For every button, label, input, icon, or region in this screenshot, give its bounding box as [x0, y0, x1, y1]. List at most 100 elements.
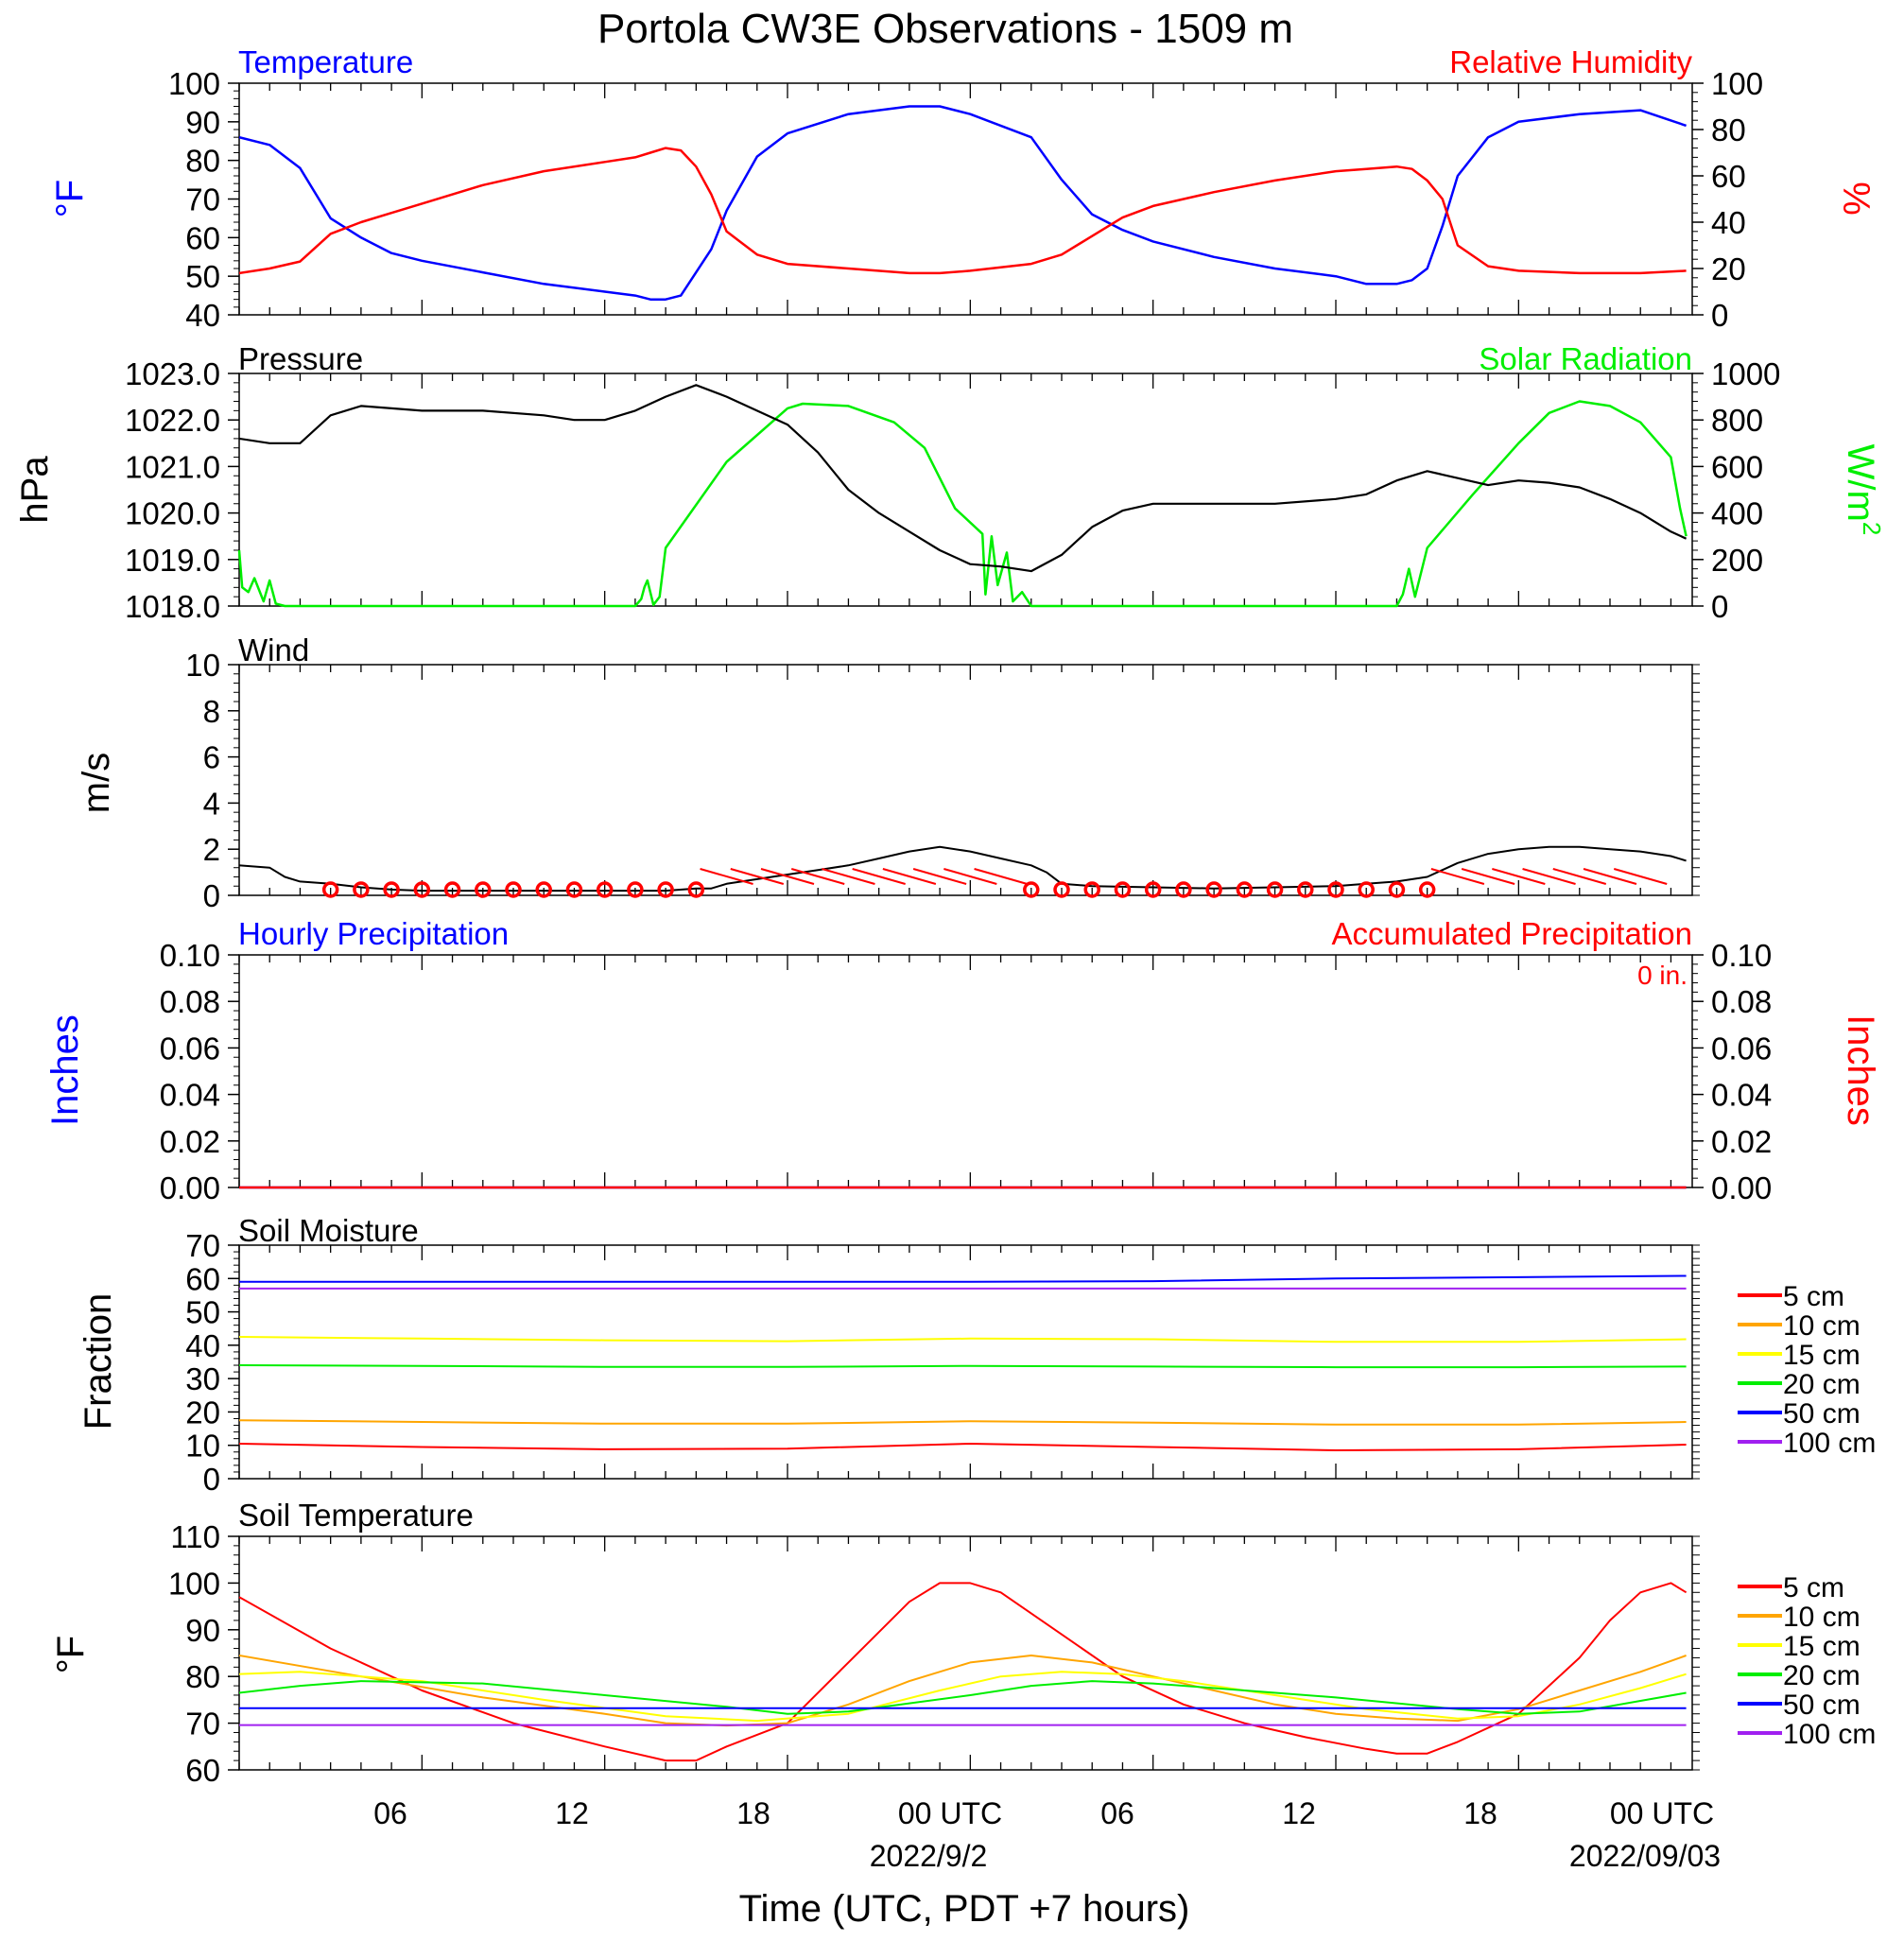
- y-tick-label-accum-precip: 0.08: [1711, 984, 1772, 1019]
- panel-title-hourly-precipitation: Hourly Precipitation: [238, 916, 509, 951]
- wind-barb-calm: [443, 881, 461, 898]
- soil-temperature-line: [238, 1655, 1687, 1727]
- y-tick-label-pressure: 1023.0: [125, 356, 220, 391]
- y-tick-label-soil-temperature: 110: [170, 1519, 220, 1554]
- wind-barb: [974, 868, 1028, 885]
- wind-barb-calm: [475, 881, 492, 898]
- soil-moisture-line: [238, 1364, 1687, 1369]
- wind-barb-calm: [1114, 881, 1132, 898]
- wind-barb-calm: [1144, 881, 1162, 898]
- pressure-axis-label: hPa: [14, 456, 56, 524]
- solar-axis-unit: W/m: [1840, 444, 1881, 522]
- wind-barb: [912, 868, 967, 885]
- wind-barb-calm: [1327, 881, 1344, 898]
- wind-barb: [1522, 868, 1576, 885]
- x-tick-label: 06: [1100, 1796, 1134, 1830]
- x-date-label: 2022/09/03: [1569, 1839, 1721, 1873]
- wind-barb-calm: [321, 881, 339, 898]
- x-date-label: 2022/9/2: [870, 1839, 988, 1873]
- plot-frame-precipitation: [238, 954, 1693, 1188]
- wind-barb-calm: [505, 881, 522, 898]
- y-tick-label-accum-precip: 0.10: [1711, 938, 1772, 973]
- panel-temperature-humidity: Temperature Relative Humidity °F %: [49, 44, 1877, 217]
- legend-label-soil-temperature: 5 cm: [1783, 1572, 1844, 1603]
- y-tick-label-wind: 8: [203, 694, 220, 729]
- y-tick-label-temperature: 40: [185, 298, 220, 333]
- soil-temperature-line: [238, 1680, 1687, 1715]
- panel-soil-moisture: Soil Moisture Fraction: [78, 1213, 419, 1430]
- y-tick-label-temperature: 100: [168, 66, 220, 101]
- wind-barb-calm: [627, 881, 644, 898]
- legend-label-soil-moisture: 10 cm: [1783, 1310, 1861, 1342]
- wind-barb-calm: [1053, 881, 1070, 898]
- x-tick-label: 00 UTC: [898, 1796, 1002, 1830]
- soil-moisture-axis-label: Fraction: [78, 1293, 119, 1430]
- wind-barb-calm: [1358, 881, 1375, 898]
- wind-barb: [943, 868, 997, 885]
- wind-barb-calm: [1175, 881, 1192, 898]
- y-tick-label-temperature: 90: [185, 105, 220, 140]
- x-tick-label: 00 UTC: [1610, 1796, 1714, 1830]
- y-tick-label-temperature: 80: [185, 144, 220, 179]
- wind-barb-calm: [1023, 881, 1040, 898]
- humidity-axis-label: %: [1835, 182, 1877, 216]
- y-tick-label-wind: 6: [203, 740, 220, 775]
- x-tick-label: 06: [373, 1796, 407, 1830]
- panel-title-solar-radiation: Solar Radiation: [1479, 341, 1692, 376]
- y-tick-label-hourly-precip: 0.04: [160, 1078, 220, 1113]
- wind-barb-calm: [687, 881, 705, 898]
- y-tick-label-pressure: 1018.0: [125, 589, 220, 624]
- legend-label-soil-temperature: 15 cm: [1783, 1631, 1861, 1662]
- y-tick-label-solar: 0: [1711, 589, 1728, 624]
- y-tick-label-soil-moisture: 0: [203, 1462, 220, 1497]
- accum-precip-axis-label: Inches: [1840, 1014, 1881, 1126]
- y-tick-label-temperature: 60: [185, 220, 220, 255]
- wind-barb-calm: [1205, 881, 1222, 898]
- x-axis-label: Time (UTC, PDT +7 hours): [739, 1888, 1190, 1930]
- legend-label-soil-moisture: 5 cm: [1783, 1281, 1844, 1312]
- wind-barb: [852, 868, 906, 885]
- solar-radiation-line: [237, 400, 1688, 608]
- wind-barb-calm: [1418, 881, 1436, 898]
- soil-moisture-line: [238, 1419, 1687, 1426]
- x-tick-label: 12: [555, 1796, 589, 1830]
- humidity-line: [238, 147, 1687, 275]
- wind-barb: [1461, 868, 1515, 885]
- temperature-line: [238, 105, 1687, 301]
- y-tick-label-soil-moisture: 30: [185, 1361, 220, 1396]
- soil-moisture-line: [239, 1274, 1687, 1283]
- y-tick-label-soil-moisture: 40: [185, 1328, 220, 1363]
- y-tick-label-hourly-precip: 0.10: [160, 938, 220, 973]
- wind-barb-calm: [1388, 881, 1406, 898]
- y-tick-label-soil-moisture: 60: [185, 1261, 220, 1296]
- wind-barb: [882, 868, 937, 885]
- y-tick-label-hourly-precip: 0.02: [160, 1124, 220, 1159]
- chart-marks: 4050607080901000204060801001018.01019.01…: [125, 66, 1876, 1788]
- y-tick-label-soil-temperature: 100: [168, 1566, 220, 1601]
- wind-barb: [790, 868, 845, 885]
- wind-barb-calm: [1236, 881, 1254, 898]
- figure-title: Portola CW3E Observations - 1509 m: [597, 6, 1293, 52]
- y-tick-label-wind: 10: [185, 648, 220, 683]
- y-tick-label-pressure: 1021.0: [125, 449, 220, 484]
- y-tick-label-solar: 800: [1711, 403, 1763, 438]
- x-tick-label: 18: [1463, 1796, 1497, 1830]
- panel-title-soil-temperature: Soil Temperature: [238, 1498, 474, 1533]
- y-tick-label-soil-moisture: 70: [185, 1228, 220, 1263]
- y-tick-label-soil-temperature: 60: [185, 1753, 220, 1788]
- legend-label-soil-moisture: 50 cm: [1783, 1398, 1861, 1430]
- panel-pressure-solar: Pressure Solar Radiation hPa W/m2: [14, 341, 1886, 535]
- panel-title-soil-moisture: Soil Moisture: [238, 1213, 419, 1248]
- legend-label-soil-moisture: 20 cm: [1783, 1369, 1861, 1400]
- soil-temperature-axis-label: °F: [50, 1636, 92, 1673]
- y-tick-label-wind: 4: [203, 786, 220, 821]
- panel-soil-temperature: Soil Temperature °F: [50, 1498, 474, 1673]
- y-tick-label-solar: 600: [1711, 449, 1763, 484]
- y-tick-label-temperature: 70: [185, 182, 220, 217]
- panel-title-relative-humidity: Relative Humidity: [1449, 44, 1692, 79]
- solar-axis-label: W/m2: [1840, 444, 1886, 536]
- wind-barb-calm: [1083, 881, 1100, 898]
- y-tick-label-humidity: 100: [1711, 66, 1763, 101]
- wind-barb: [760, 868, 815, 885]
